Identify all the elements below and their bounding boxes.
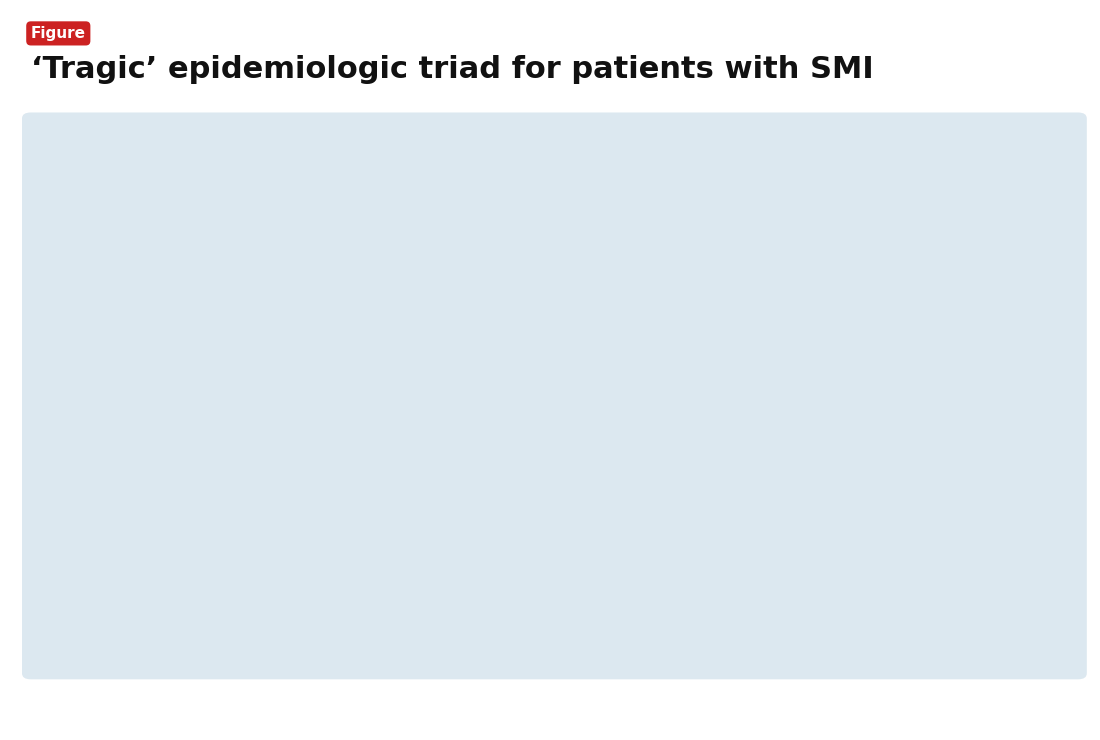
Text: Permissive: Permissive — [849, 497, 932, 512]
Text: Psychiatric illness: Psychiatric illness — [182, 226, 336, 240]
FancyBboxPatch shape — [690, 480, 838, 530]
Text: • negative symptoms: • negative symptoms — [189, 325, 348, 340]
FancyBboxPatch shape — [395, 480, 485, 530]
Text: • cognitive difficulties: • cognitive difficulties — [189, 357, 350, 371]
Text: ‘Tragic’ epidemiologic triad for patients with SMI: ‘Tragic’ epidemiologic triad for patient… — [31, 56, 873, 84]
Text: • smoking: • smoking — [189, 459, 264, 474]
FancyBboxPatch shape — [560, 288, 662, 345]
Text: Agent: Agent — [571, 305, 650, 329]
Text: Crowded living quarters: Crowded living quarters — [661, 551, 867, 567]
Text: Medical comorbidities: Medical comorbidities — [182, 391, 370, 406]
Text: Highly infective: Highly infective — [551, 252, 670, 266]
Text: • obesity: • obesity — [189, 427, 255, 442]
Text: • acute psychosis/mania: • acute psychosis/mania — [189, 261, 370, 276]
Text: Environment: Environment — [679, 493, 849, 517]
Text: • lung disease: • lung disease — [189, 491, 295, 505]
Text: SMI: serious mental illness: SMI: serious mental illness — [165, 614, 349, 628]
Text: Vulnerable: Vulnerable — [304, 497, 385, 512]
Text: • disorganization: • disorganization — [189, 293, 315, 308]
Text: Poverty: Poverty — [730, 581, 798, 596]
Text: Host: Host — [409, 493, 471, 517]
Text: Figure: Figure — [31, 26, 86, 41]
Text: • metabolic syndrome: • metabolic syndrome — [189, 522, 352, 537]
